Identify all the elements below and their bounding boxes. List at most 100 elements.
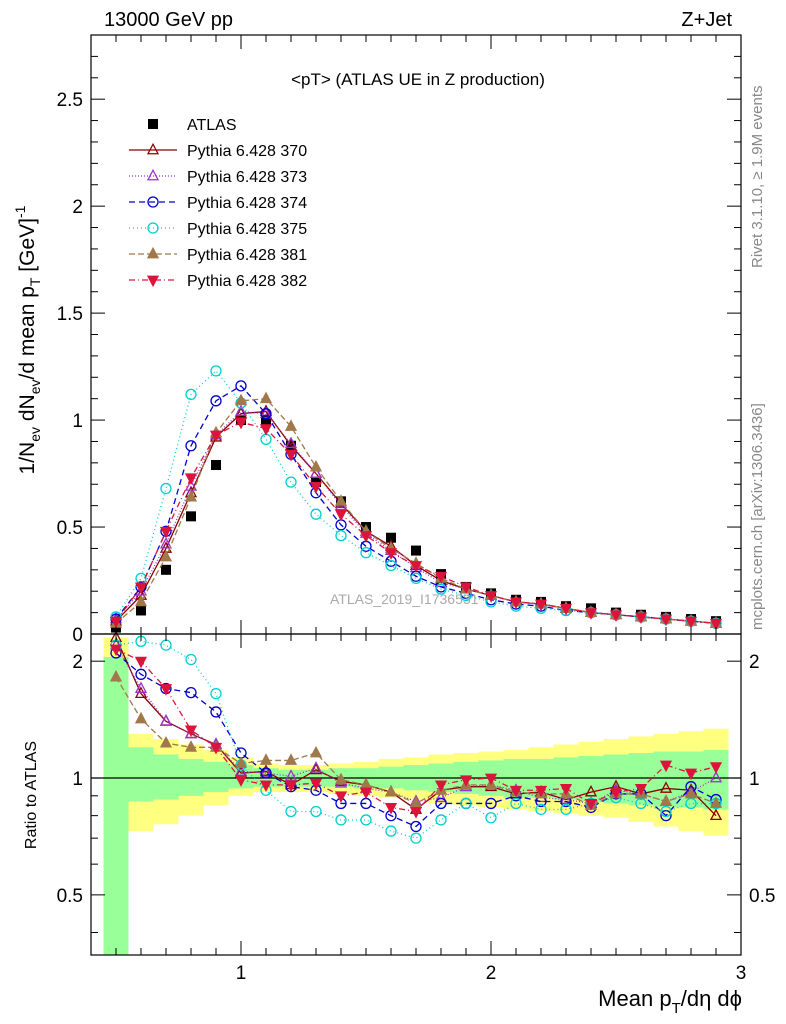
ratio-point	[434, 790, 448, 803]
ratio-point	[460, 797, 472, 810]
x-tick-label: 2	[486, 963, 497, 984]
ratio-point	[510, 797, 522, 810]
data-point	[634, 612, 648, 625]
data-point	[709, 618, 723, 631]
ratio-point	[684, 768, 698, 781]
data-point	[559, 603, 573, 616]
ratio-point	[659, 781, 673, 793]
data-point	[259, 406, 273, 419]
ratio-point	[660, 809, 672, 822]
ratio-point	[109, 630, 123, 643]
data-point	[410, 572, 422, 585]
ratio-point	[584, 799, 598, 811]
ratio-point	[184, 725, 198, 738]
legend-entry: Pythia 6.428 375	[129, 221, 307, 238]
ratio-point	[559, 792, 573, 804]
data-point	[136, 605, 146, 616]
legend-label: Pythia 6.428 375	[187, 221, 307, 238]
green-band-bin	[203, 761, 229, 793]
y-tick-label: 2	[72, 197, 83, 218]
ratio-point	[659, 760, 673, 773]
data-point	[609, 610, 623, 622]
data-point	[335, 529, 347, 542]
ratio-point	[410, 832, 422, 844]
data-point	[509, 597, 523, 610]
ratio-y-tick-label-right: 0.5	[749, 886, 775, 907]
x-axis-label: Mean pT/dη dϕ	[598, 986, 742, 1017]
ratio-point	[234, 775, 248, 787]
ratio-point	[109, 644, 123, 657]
ratio-point	[459, 775, 473, 787]
ratio-point	[159, 684, 173, 696]
ratio-point	[285, 805, 297, 818]
data-point	[360, 547, 372, 559]
y-tick-label: 1	[72, 411, 83, 432]
legend-label: Pythia 6.428 382	[187, 273, 307, 290]
ratio-y-tick-label: 0.5	[57, 886, 83, 907]
ratio-panel	[91, 630, 741, 844]
ratio-point	[259, 753, 273, 765]
ratio-point	[634, 784, 648, 796]
ratio-y-tick-label-right: 2	[749, 652, 760, 673]
data-point	[584, 608, 598, 620]
data-point	[185, 440, 197, 452]
x-tick-label: 1	[236, 963, 247, 984]
series-pythia-6-428-375	[110, 365, 722, 629]
data-point	[211, 459, 221, 470]
data-point	[534, 599, 548, 612]
data-point	[184, 473, 198, 485]
ratio-point	[284, 769, 298, 781]
header-right: Z+Jet	[681, 9, 732, 31]
data-point	[434, 571, 448, 584]
ratio-point	[709, 808, 723, 821]
ratio-point	[659, 794, 673, 806]
ratio-y-tick-label-right: 1	[749, 769, 760, 790]
ratio-point	[159, 714, 173, 726]
ratio-point	[134, 711, 148, 724]
data-point	[459, 582, 473, 595]
data-point	[134, 594, 148, 607]
data-point	[234, 404, 248, 416]
ratio-point	[410, 820, 422, 833]
ratio-point	[210, 687, 222, 700]
ratio-point	[134, 656, 148, 669]
ratio-point	[485, 812, 497, 824]
ratio-point	[435, 814, 447, 826]
ratio-point	[184, 726, 198, 739]
data-point	[184, 489, 198, 502]
data-point	[210, 365, 222, 377]
data-point	[385, 559, 397, 572]
ratio-series-pythia-6-428-382	[109, 644, 723, 819]
ratio-point	[259, 780, 273, 793]
legend-label: ATLAS	[187, 117, 237, 134]
legend-entry: ATLAS	[148, 117, 237, 134]
ratio-point	[509, 785, 523, 798]
ratio-point	[259, 765, 273, 778]
data-point	[359, 531, 373, 543]
ratio-point	[584, 784, 598, 797]
x-tick-label: 3	[736, 963, 747, 984]
ratio-point	[109, 669, 123, 682]
ratio-point	[534, 785, 548, 798]
ratio-point	[559, 784, 573, 796]
ratio-point	[709, 762, 723, 774]
data-point	[185, 388, 197, 401]
green-band-bin	[178, 758, 204, 796]
ratio-point	[160, 639, 172, 651]
data-point	[260, 433, 272, 445]
data-point	[484, 591, 498, 603]
legend-entry: Pythia 6.428 381	[129, 246, 307, 264]
data-point	[159, 526, 173, 539]
data-point	[334, 509, 348, 522]
ratio-point	[384, 784, 398, 797]
ratio-point	[535, 803, 547, 816]
legend-label: Pythia 6.428 373	[187, 169, 307, 186]
ratio-point	[334, 772, 348, 785]
series-line	[115, 398, 717, 624]
data-point	[234, 406, 248, 419]
legend: ATLAS Pythia 6.428 370 Pythia 6.428 373 Pyt…	[129, 117, 307, 290]
data-point	[235, 380, 247, 392]
data-point	[209, 430, 223, 443]
ratio-point	[209, 742, 223, 755]
legend-entry: Pythia 6.428 373	[129, 168, 307, 186]
